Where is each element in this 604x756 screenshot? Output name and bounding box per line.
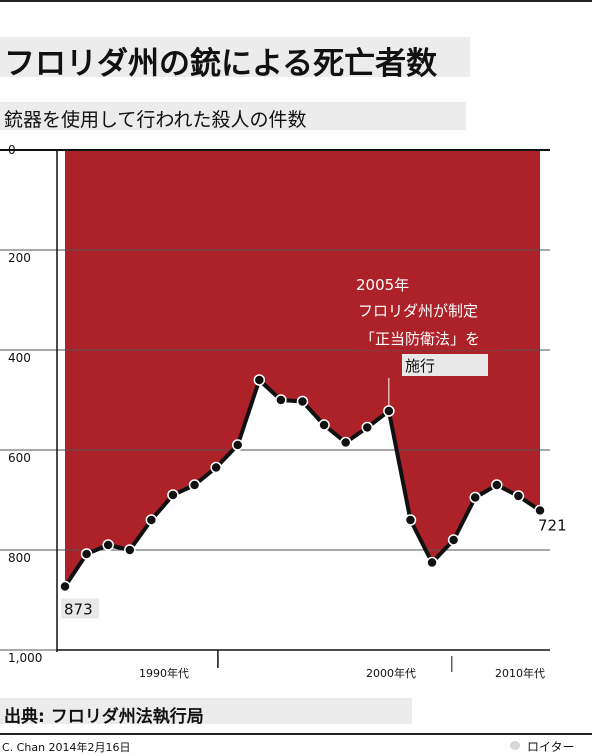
title-background bbox=[0, 37, 470, 77]
annotation-bg bbox=[356, 326, 506, 350]
data-label-last: 721 bbox=[538, 517, 567, 535]
annotation-bg bbox=[402, 354, 488, 376]
y-tick-label: 600 bbox=[8, 451, 31, 465]
y-tick-label: 800 bbox=[8, 551, 31, 565]
x-tick-label: 2010年代 bbox=[495, 666, 545, 680]
chart-subtitle: 銃器を使用して行われた殺人の件数 bbox=[4, 109, 307, 131]
x-tick-label: 1990年代 bbox=[139, 666, 189, 680]
data-point bbox=[253, 374, 266, 386]
source-background bbox=[0, 698, 412, 724]
data-label-bg bbox=[61, 598, 99, 619]
data-point bbox=[491, 479, 503, 491]
annotation-bg bbox=[356, 272, 482, 296]
area-fill bbox=[65, 150, 540, 587]
annotation-text: 「正当防衛法」を bbox=[360, 330, 480, 348]
source-note: 出典: フロリダ州法執行局 bbox=[4, 707, 204, 727]
reuters-logo-icon bbox=[510, 741, 520, 750]
annotation-text: 施行 bbox=[405, 357, 435, 375]
data-point bbox=[404, 514, 417, 526]
homicide-area-chart: 0 200 400 600 800 1,000 873 721 2005年フロリダ州が制定「正当… bbox=[0, 143, 572, 680]
data-point bbox=[145, 514, 158, 526]
data-point bbox=[447, 534, 460, 546]
data-point bbox=[124, 544, 136, 556]
top-rule bbox=[0, 0, 592, 2]
data-point bbox=[383, 405, 395, 417]
annotation-bg bbox=[356, 298, 514, 322]
data-point bbox=[426, 556, 438, 569]
data-point bbox=[339, 436, 352, 449]
data-point bbox=[231, 439, 244, 451]
y-tick-label: 1,000 bbox=[8, 651, 42, 665]
data-point bbox=[188, 479, 201, 491]
y-tick-label: 0 bbox=[8, 143, 16, 157]
data-point bbox=[80, 548, 93, 560]
data-point bbox=[296, 395, 309, 408]
data-point bbox=[59, 580, 71, 593]
data-point bbox=[361, 421, 374, 434]
data-point bbox=[210, 461, 222, 474]
data-point bbox=[534, 504, 546, 517]
credit-line: C. Chan 2014年2月16日 bbox=[2, 741, 131, 754]
brand-name: ロイター bbox=[527, 740, 575, 754]
data-point bbox=[469, 491, 481, 504]
annotation-text: 2005年 bbox=[356, 276, 409, 294]
data-point bbox=[167, 489, 179, 501]
subtitle-background bbox=[0, 102, 466, 130]
y-tick-label: 200 bbox=[8, 251, 31, 265]
bottom-rule bbox=[0, 733, 592, 735]
data-point bbox=[318, 419, 330, 431]
data-point bbox=[512, 490, 525, 502]
annotation-text: フロリダ州が制定 bbox=[358, 302, 478, 320]
data-label-bg bbox=[534, 514, 572, 535]
data-point bbox=[102, 539, 114, 551]
chart-title: フロリダ州の銃による死亡者数 bbox=[4, 46, 438, 82]
data-label-first: 873 bbox=[64, 601, 93, 619]
y-tick-label: 400 bbox=[8, 351, 31, 365]
data-point bbox=[275, 394, 287, 406]
x-tick-label: 2000年代 bbox=[366, 666, 416, 680]
